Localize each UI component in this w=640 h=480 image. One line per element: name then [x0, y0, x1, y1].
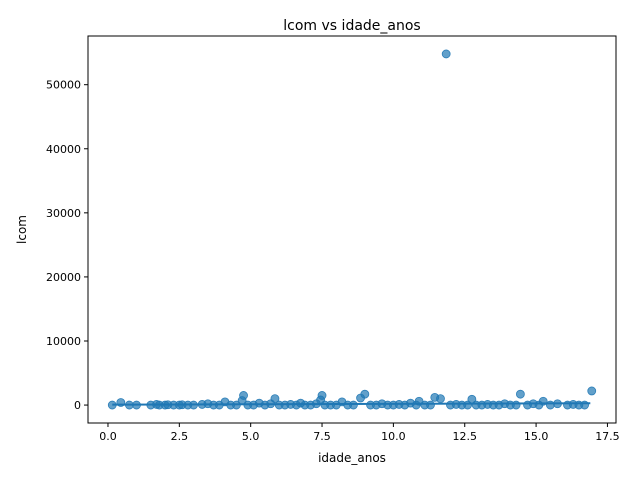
x-tick-label: 17.5	[595, 430, 620, 443]
data-point	[349, 400, 358, 410]
x-tick-label: 15.0	[524, 430, 549, 443]
trend-layer	[112, 402, 591, 406]
data-point	[239, 391, 248, 400]
x-tick-label: 12.5	[452, 430, 477, 443]
x-tick-label: 10.0	[381, 430, 406, 443]
data-point	[317, 391, 327, 400]
trend-line	[112, 402, 591, 406]
data-point	[515, 389, 525, 399]
y-tick-label: 0	[74, 399, 81, 412]
plot-frame	[87, 35, 617, 424]
y-axis-label: lcom	[15, 215, 29, 244]
chart-title: lcom vs idade_anos	[283, 18, 420, 34]
x-tick-label: 5.0	[242, 430, 260, 443]
data-point	[426, 400, 435, 410]
y-tick-label: 50000	[46, 79, 81, 92]
x-tick-label: 7.5	[313, 430, 331, 443]
x-tick-label: 0.0	[99, 430, 117, 443]
x-axis-label: idade_anos	[318, 451, 386, 465]
data-point	[587, 386, 597, 396]
data-point	[360, 389, 370, 399]
ticks-layer: 0.0 2.5 5.0 7.5 10.0 12.5 15.0 17.5 0 10000 20000 3…	[46, 79, 620, 443]
data-point	[270, 394, 280, 404]
y-tick-label: 30000	[46, 207, 81, 220]
y-tick-label: 10000	[46, 335, 81, 348]
x-tick-label: 2.5	[171, 430, 189, 443]
data-point	[545, 400, 555, 410]
data-point	[580, 400, 590, 410]
data-point	[441, 49, 451, 59]
y-tick-label: 20000	[46, 271, 81, 284]
y-tick-label: 40000	[46, 143, 81, 156]
data-point	[436, 394, 445, 404]
points-layer	[107, 49, 597, 410]
data-point	[511, 400, 521, 410]
